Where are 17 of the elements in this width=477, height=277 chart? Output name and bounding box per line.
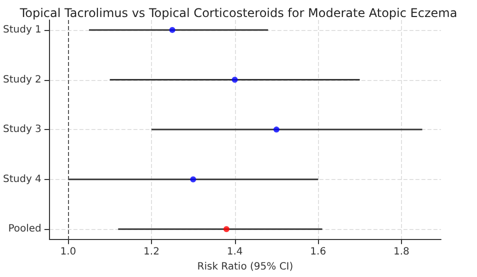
x-tick-label: 1.2	[144, 246, 160, 258]
x-tick-label: 1.4	[226, 246, 243, 258]
y-tick-label: Study 4	[2, 174, 42, 185]
point	[273, 126, 280, 133]
point	[190, 176, 196, 182]
point	[169, 26, 176, 33]
point	[223, 226, 230, 232]
y-tick-label: Study 2	[2, 74, 42, 86]
x-tick-label: 1.6	[310, 246, 326, 258]
y-tick-label: Study 3	[2, 124, 42, 136]
y-tick-label: Study 1	[2, 24, 42, 36]
y-tick-label: Pooled	[8, 224, 42, 235]
chart-title: Topical Tacrolimus vs Topical Corticosteroids for Moderate Atopic Eczema	[18, 6, 458, 20]
x-axis-title: Risk Ratio (95% CI)	[197, 262, 294, 272]
x-tick-label: 1.8	[393, 246, 410, 258]
point	[232, 76, 238, 83]
x-tick-label: 1.0	[60, 246, 76, 258]
